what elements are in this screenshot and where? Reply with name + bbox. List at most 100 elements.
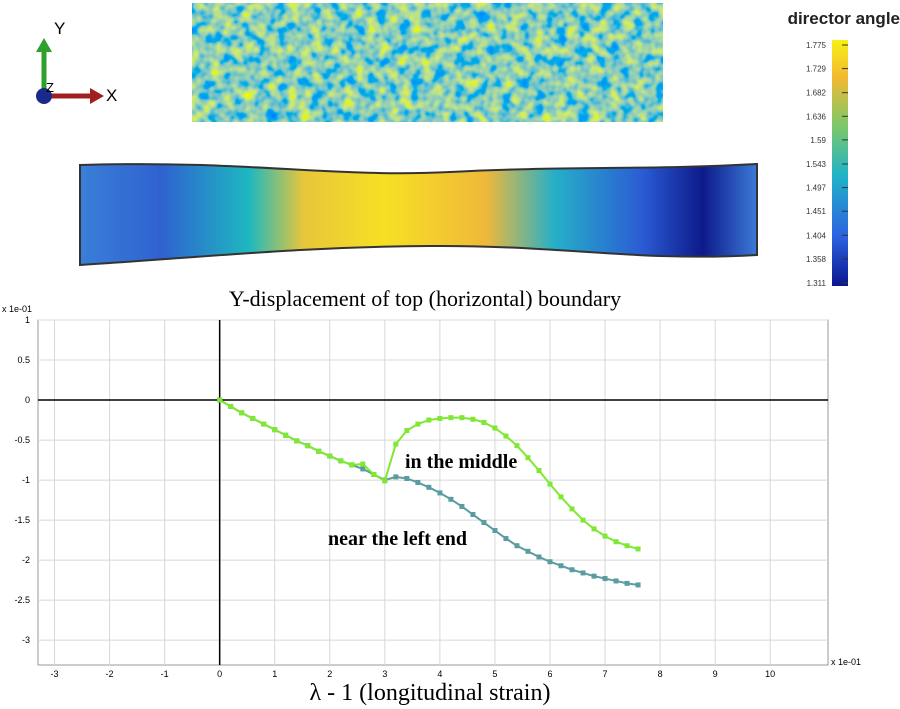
data-point bbox=[294, 438, 300, 444]
data-point bbox=[349, 462, 355, 468]
data-point bbox=[514, 543, 520, 549]
data-point bbox=[393, 441, 399, 447]
data-point bbox=[360, 466, 366, 472]
series-label: near the left end bbox=[328, 528, 467, 550]
data-point bbox=[371, 471, 377, 477]
y-tick-label: -2.5 bbox=[14, 595, 30, 605]
colorbar-tick-label: 1.682 bbox=[806, 89, 827, 98]
y-axis-unit: x 1e-01 bbox=[2, 304, 32, 314]
y-tick-label: -2 bbox=[22, 555, 30, 565]
data-point bbox=[525, 455, 531, 461]
data-point bbox=[558, 494, 564, 500]
y-tick-label: -3 bbox=[22, 635, 30, 645]
data-point bbox=[569, 506, 575, 512]
x-tick-label: 9 bbox=[713, 669, 718, 679]
data-point bbox=[437, 490, 443, 496]
data-point bbox=[591, 573, 597, 579]
data-point bbox=[547, 559, 553, 565]
series-line bbox=[219, 399, 639, 586]
colorbar-tick-label: 1.636 bbox=[806, 112, 827, 121]
x-tick-label: 7 bbox=[603, 669, 608, 679]
y-tick-label: -1 bbox=[22, 475, 30, 485]
data-point bbox=[393, 474, 399, 480]
data-point bbox=[536, 554, 542, 560]
colorbar-tick-label: 1.497 bbox=[806, 184, 827, 193]
triad-y-label: Y bbox=[54, 19, 65, 38]
x-tick-label: 8 bbox=[658, 669, 663, 679]
data-point bbox=[404, 427, 410, 433]
data-point bbox=[382, 478, 388, 484]
data-point bbox=[448, 415, 454, 421]
data-point bbox=[470, 512, 476, 518]
data-point bbox=[503, 536, 509, 542]
data-point bbox=[239, 410, 245, 416]
x-axis-title: λ - 1 (longitudinal strain) bbox=[310, 680, 551, 706]
data-point bbox=[492, 528, 498, 534]
data-point bbox=[547, 481, 553, 487]
data-point bbox=[624, 543, 630, 549]
colorbar-tick-label: 1.775 bbox=[806, 41, 827, 50]
y-tick-label: 1 bbox=[25, 315, 30, 325]
x-tick-label: 4 bbox=[437, 669, 442, 679]
data-point bbox=[426, 484, 432, 490]
data-point bbox=[591, 526, 597, 532]
data-point bbox=[437, 415, 443, 421]
colorbar-tick-label: 1.451 bbox=[806, 207, 827, 216]
y-tick-label: 0 bbox=[25, 395, 30, 405]
x-tick-label: 5 bbox=[492, 669, 497, 679]
data-point bbox=[217, 397, 223, 403]
x-tick-label: 10 bbox=[765, 669, 775, 679]
data-point bbox=[602, 533, 608, 539]
data-point bbox=[536, 467, 542, 473]
colorbar-tick-label: 1.729 bbox=[806, 65, 827, 74]
data-point bbox=[525, 548, 531, 554]
triad-z-label: Z bbox=[46, 80, 54, 95]
x-tick-label: 1 bbox=[272, 669, 277, 679]
triad-y-head bbox=[36, 38, 52, 52]
data-point bbox=[624, 580, 630, 586]
data-point bbox=[305, 443, 311, 449]
colorbar-tick-label: 1.311 bbox=[807, 279, 827, 288]
triad-x-label: X bbox=[106, 86, 117, 105]
data-point bbox=[448, 496, 454, 502]
data-point bbox=[316, 448, 322, 454]
x-axis-unit: x 1e-01 bbox=[831, 657, 861, 667]
data-point bbox=[558, 563, 564, 569]
data-point bbox=[514, 443, 520, 449]
data-point bbox=[272, 427, 278, 433]
data-point bbox=[415, 421, 421, 427]
data-point bbox=[580, 570, 586, 576]
colorbar-tick-label: 1.358 bbox=[806, 255, 827, 264]
triad-z bbox=[36, 88, 52, 104]
data-point bbox=[613, 539, 619, 545]
x-tick-label: 2 bbox=[327, 669, 332, 679]
x-tick-label: 0 bbox=[217, 669, 222, 679]
y-tick-label: -1.5 bbox=[14, 515, 30, 525]
data-point bbox=[459, 504, 465, 510]
data-point bbox=[492, 425, 498, 431]
data-point bbox=[283, 432, 289, 438]
x-tick-label: 3 bbox=[382, 669, 387, 679]
chart-title: Y-displacement of top (horizontal) bound… bbox=[229, 286, 621, 311]
data-point bbox=[602, 576, 608, 582]
y-tick-label: 0.5 bbox=[17, 355, 30, 365]
colorbar-tick-label: 1.543 bbox=[806, 160, 827, 169]
x-tick-label: -2 bbox=[106, 669, 114, 679]
series-label: in the middle bbox=[405, 451, 517, 473]
data-point bbox=[327, 453, 333, 459]
data-point bbox=[569, 567, 575, 573]
data-point bbox=[426, 417, 432, 423]
data-point bbox=[360, 461, 366, 467]
x-tick-label: -3 bbox=[51, 669, 59, 679]
data-point bbox=[580, 517, 586, 523]
data-point bbox=[481, 520, 487, 526]
x-tick-label: 6 bbox=[547, 669, 552, 679]
data-point bbox=[613, 578, 619, 584]
colorbar-tick-label: 1.59 bbox=[810, 136, 826, 145]
data-point bbox=[503, 433, 509, 439]
data-point bbox=[338, 458, 344, 464]
y-tick-label: -0.5 bbox=[14, 435, 30, 445]
director-field-image bbox=[191, 2, 664, 123]
data-point bbox=[261, 421, 267, 427]
